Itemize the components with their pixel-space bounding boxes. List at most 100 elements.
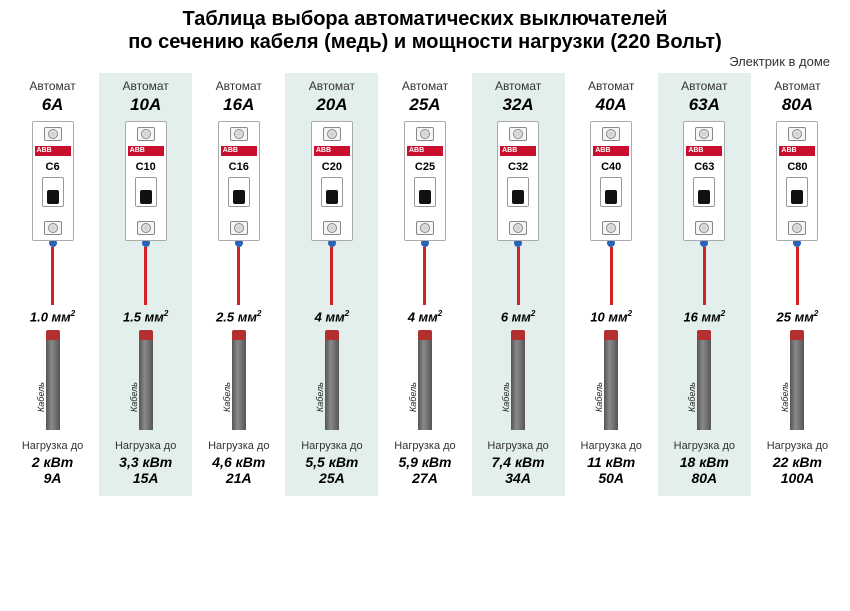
- screw-icon: [323, 221, 341, 235]
- screw-icon: [137, 127, 155, 141]
- cable-cross-section: 4 мм2: [408, 309, 443, 324]
- lever-icon: [605, 190, 617, 204]
- load-amp: 100А: [781, 470, 814, 486]
- wire-line: [796, 247, 799, 305]
- switch-icon: [693, 177, 715, 207]
- rating-amp: 25А: [409, 95, 440, 115]
- breaker-icon: ABBC20: [311, 121, 353, 241]
- load-amp: 80А: [691, 470, 717, 486]
- screw-icon: [137, 221, 155, 235]
- avtomat-label: Автомат: [588, 79, 634, 93]
- rating-amp: 32А: [503, 95, 534, 115]
- screw-icon: [44, 127, 62, 141]
- load-amp: 15А: [133, 470, 159, 486]
- breaker-code: C6: [46, 161, 60, 173]
- rating-amp: 6А: [42, 95, 64, 115]
- cable-text: Кабель: [222, 382, 232, 412]
- breaker-column: Автомат10АABBC101.5 мм2КабельНагрузка до…: [99, 73, 192, 496]
- rating-amp: 80А: [782, 95, 813, 115]
- cable-text: Кабель: [594, 382, 604, 412]
- breaker-column: Автомат16АABBC162.5 мм2КабельНагрузка до…: [192, 73, 285, 496]
- lever-icon: [419, 190, 431, 204]
- lever-icon: [698, 190, 710, 204]
- switch-icon: [507, 177, 529, 207]
- load-kw: 5,9 кВт: [398, 454, 451, 470]
- screw-icon: [509, 221, 527, 235]
- breaker-code: C16: [229, 161, 249, 173]
- switch-icon: [135, 177, 157, 207]
- brand-label: ABB: [779, 146, 815, 156]
- cable-cross-section: 25 мм2: [777, 309, 819, 324]
- cable-icon: Кабель: [511, 330, 525, 430]
- breaker-column: Автомат 20А ABBC20 4 мм2 Кабель Нагрузка до 5,…: [285, 73, 378, 496]
- load-kw: 2 кВт: [32, 454, 73, 470]
- load-kw: 22 кВт: [773, 454, 822, 470]
- cable-tip-icon: [697, 330, 711, 340]
- cable-tip-icon: [604, 330, 618, 340]
- breaker-icon: ABBC25: [404, 121, 446, 241]
- cable-tip-icon: [325, 330, 339, 340]
- wire-line: [237, 247, 240, 305]
- load-label: Нагрузка до: [208, 440, 269, 452]
- brand-label: ABB: [314, 146, 350, 156]
- screw-icon: [788, 221, 806, 235]
- cable-body-icon: Кабель: [139, 340, 153, 430]
- cable-body-icon: Кабель: [418, 340, 432, 430]
- wire-line: [51, 247, 54, 305]
- cable-tip-icon: [139, 330, 153, 340]
- title-line-2: по сечению кабеля (медь) и мощности нагр…: [0, 31, 850, 54]
- load-label: Нагрузка до: [674, 440, 735, 452]
- cable-cross-section: 1.0 мм2: [30, 309, 75, 324]
- brand-label: ABB: [407, 146, 443, 156]
- lever-icon: [233, 190, 245, 204]
- wire-line: [517, 247, 520, 305]
- cable-text: Кабель: [129, 382, 139, 412]
- breaker-column: Автомат6АABBC61.0 мм2КабельНагрузка до2 …: [6, 73, 99, 496]
- wire-line: [144, 247, 147, 305]
- cable-icon: Кабель: [604, 330, 618, 430]
- screw-icon: [695, 221, 713, 235]
- rating-amp: 10А: [130, 95, 161, 115]
- load-kw: 18 кВт: [680, 454, 729, 470]
- cable-cross-section: 16 мм2: [683, 309, 725, 324]
- breaker-icon: ABB C80: [776, 121, 818, 241]
- cable-text: Кабель: [315, 382, 325, 412]
- cable-cross-section: 4 мм2: [315, 309, 350, 324]
- cable-body-icon: Кабель: [697, 340, 711, 430]
- cable-text: Кабель: [408, 382, 418, 412]
- screw-icon: [416, 127, 434, 141]
- cable-icon: Кабель: [325, 330, 339, 430]
- rating-amp: 20А: [316, 95, 347, 115]
- breaker-code: C63: [694, 161, 714, 173]
- brand-label: ABB: [686, 146, 722, 156]
- cable-text: Кабель: [780, 382, 790, 412]
- load-kw: 5,5 кВт: [305, 454, 358, 470]
- lever-icon: [512, 190, 524, 204]
- breaker-column: Автомат80АABBC8025 мм2КабельНагрузка до2…: [751, 73, 844, 496]
- load-kw: 3,3 кВт: [119, 454, 172, 470]
- switch-icon: [786, 177, 808, 207]
- screw-icon: [509, 127, 527, 141]
- load-amp: 34А: [505, 470, 531, 486]
- cable-body-icon: Кабель: [511, 340, 525, 430]
- cable-cross-section: 2.5 мм2: [216, 309, 261, 324]
- load-label: Нагрузка до: [115, 440, 176, 452]
- avtomat-label: Автомат: [681, 79, 727, 93]
- lever-icon: [791, 190, 803, 204]
- breaker-column: Автомат63АABBC6316 мм2КабельНагрузка до1…: [658, 73, 751, 496]
- avtomat-label: Автомат: [309, 79, 355, 93]
- avtomat-label: Автомат: [123, 79, 169, 93]
- cable-cross-section: 1.5 мм2: [123, 309, 168, 324]
- breaker-column: Автомат25АABBC254 мм2КабельНагрузка до5,…: [378, 73, 471, 496]
- lever-icon: [326, 190, 338, 204]
- load-label: Нагрузка до: [301, 440, 362, 452]
- cable-body-icon: Кабель: [325, 340, 339, 430]
- brand-label: ABB: [128, 146, 164, 156]
- breaker-code: C80: [787, 161, 807, 173]
- switch-icon: [600, 177, 622, 207]
- load-kw: 4,6 кВт: [212, 454, 265, 470]
- cable-icon: Кабель: [139, 330, 153, 430]
- cable-icon: Кабель: [790, 330, 804, 430]
- cable-text: Кабель: [687, 382, 697, 412]
- wire-line: [610, 247, 613, 305]
